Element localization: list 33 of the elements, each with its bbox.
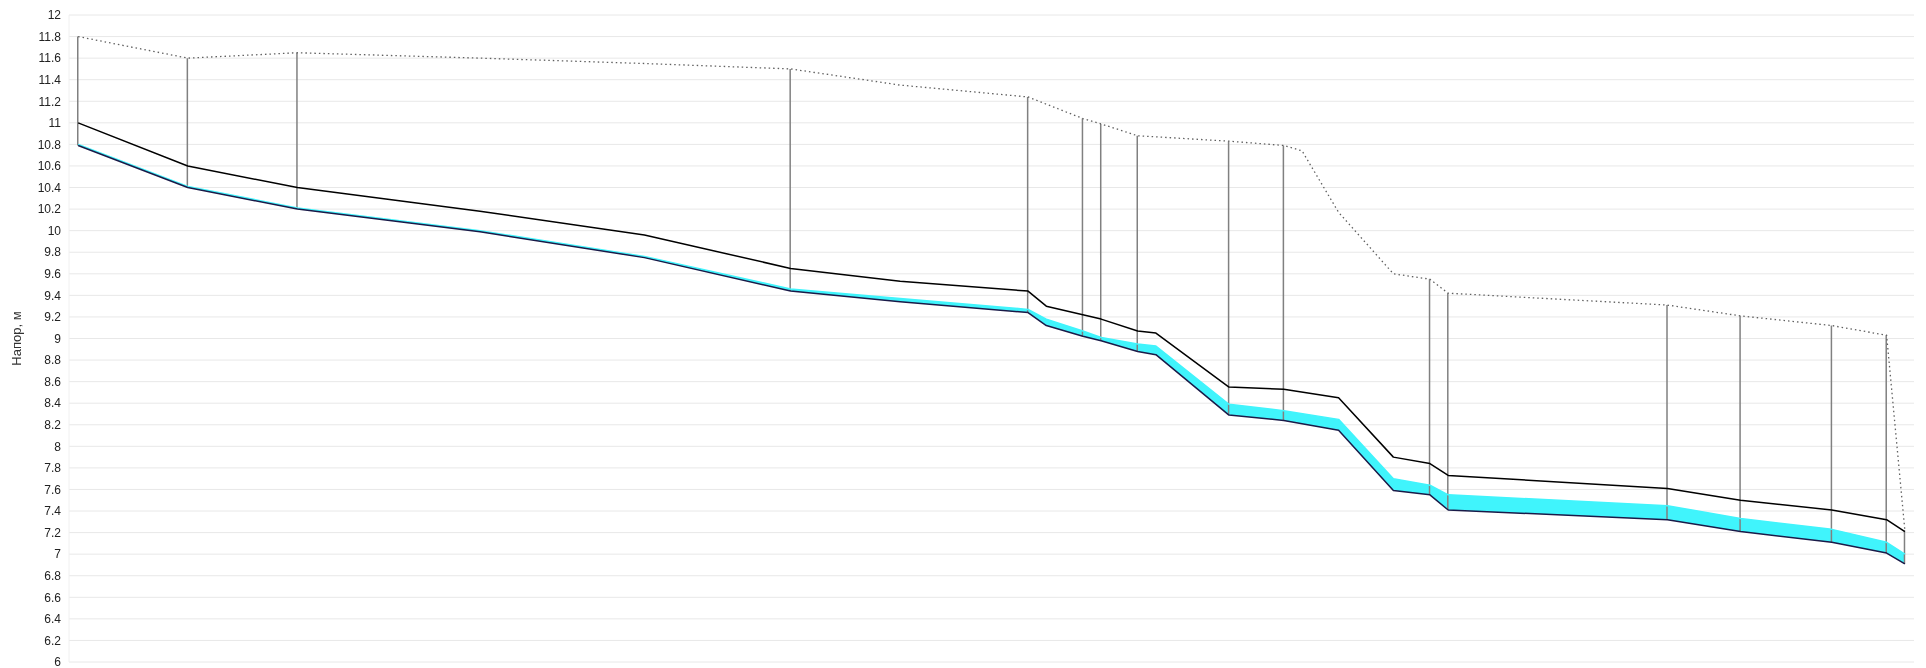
- y-tick-label: 8.8: [44, 353, 62, 368]
- y-tick-label: 7.4: [44, 504, 62, 519]
- y-tick-label: 6.2: [44, 633, 62, 648]
- y-tick-label: 11.6: [38, 51, 62, 66]
- y-tick-label: 9.8: [44, 245, 62, 260]
- y-tick-label: 6.8: [44, 568, 62, 583]
- line-series: [77, 35, 1906, 532]
- y-tick-label: 9: [54, 331, 62, 346]
- y-tick-label: 8.2: [44, 418, 62, 433]
- y-tick-label: 10.8: [37, 137, 62, 152]
- y-tick-label: 9.4: [44, 288, 62, 303]
- y-tick-label: 7.2: [44, 525, 62, 540]
- y-tick-label: 11.8: [38, 29, 62, 44]
- y-tick-label: 10.6: [37, 159, 62, 174]
- y-axis-title: Напор, м: [8, 311, 24, 366]
- y-tick-label: 7: [54, 547, 62, 562]
- y-tick-label: 6: [54, 655, 62, 668]
- y-tick-label: 10.2: [37, 202, 62, 217]
- y-tick-label: 11: [48, 116, 62, 131]
- y-tick-label: 7.8: [44, 461, 62, 476]
- y-tick-label: 6.4: [44, 612, 62, 627]
- y-tick-label: 8.4: [44, 396, 62, 411]
- y-tick-label: 9.6: [44, 267, 62, 282]
- y-tick-label: 11.2: [38, 94, 62, 109]
- y-tick-label: 8: [54, 439, 62, 454]
- y-tick-label: 8.6: [44, 374, 62, 389]
- y-tick-label: 9.2: [44, 310, 62, 325]
- y-tick-label: 10: [47, 223, 62, 238]
- y-tick-label: 11.4: [38, 72, 62, 87]
- y-tick-label: 7.6: [44, 482, 62, 497]
- y-tick-label: 12: [47, 8, 62, 23]
- y-tick-label: 10.4: [37, 180, 62, 195]
- y-tick-label: 6.6: [44, 590, 62, 605]
